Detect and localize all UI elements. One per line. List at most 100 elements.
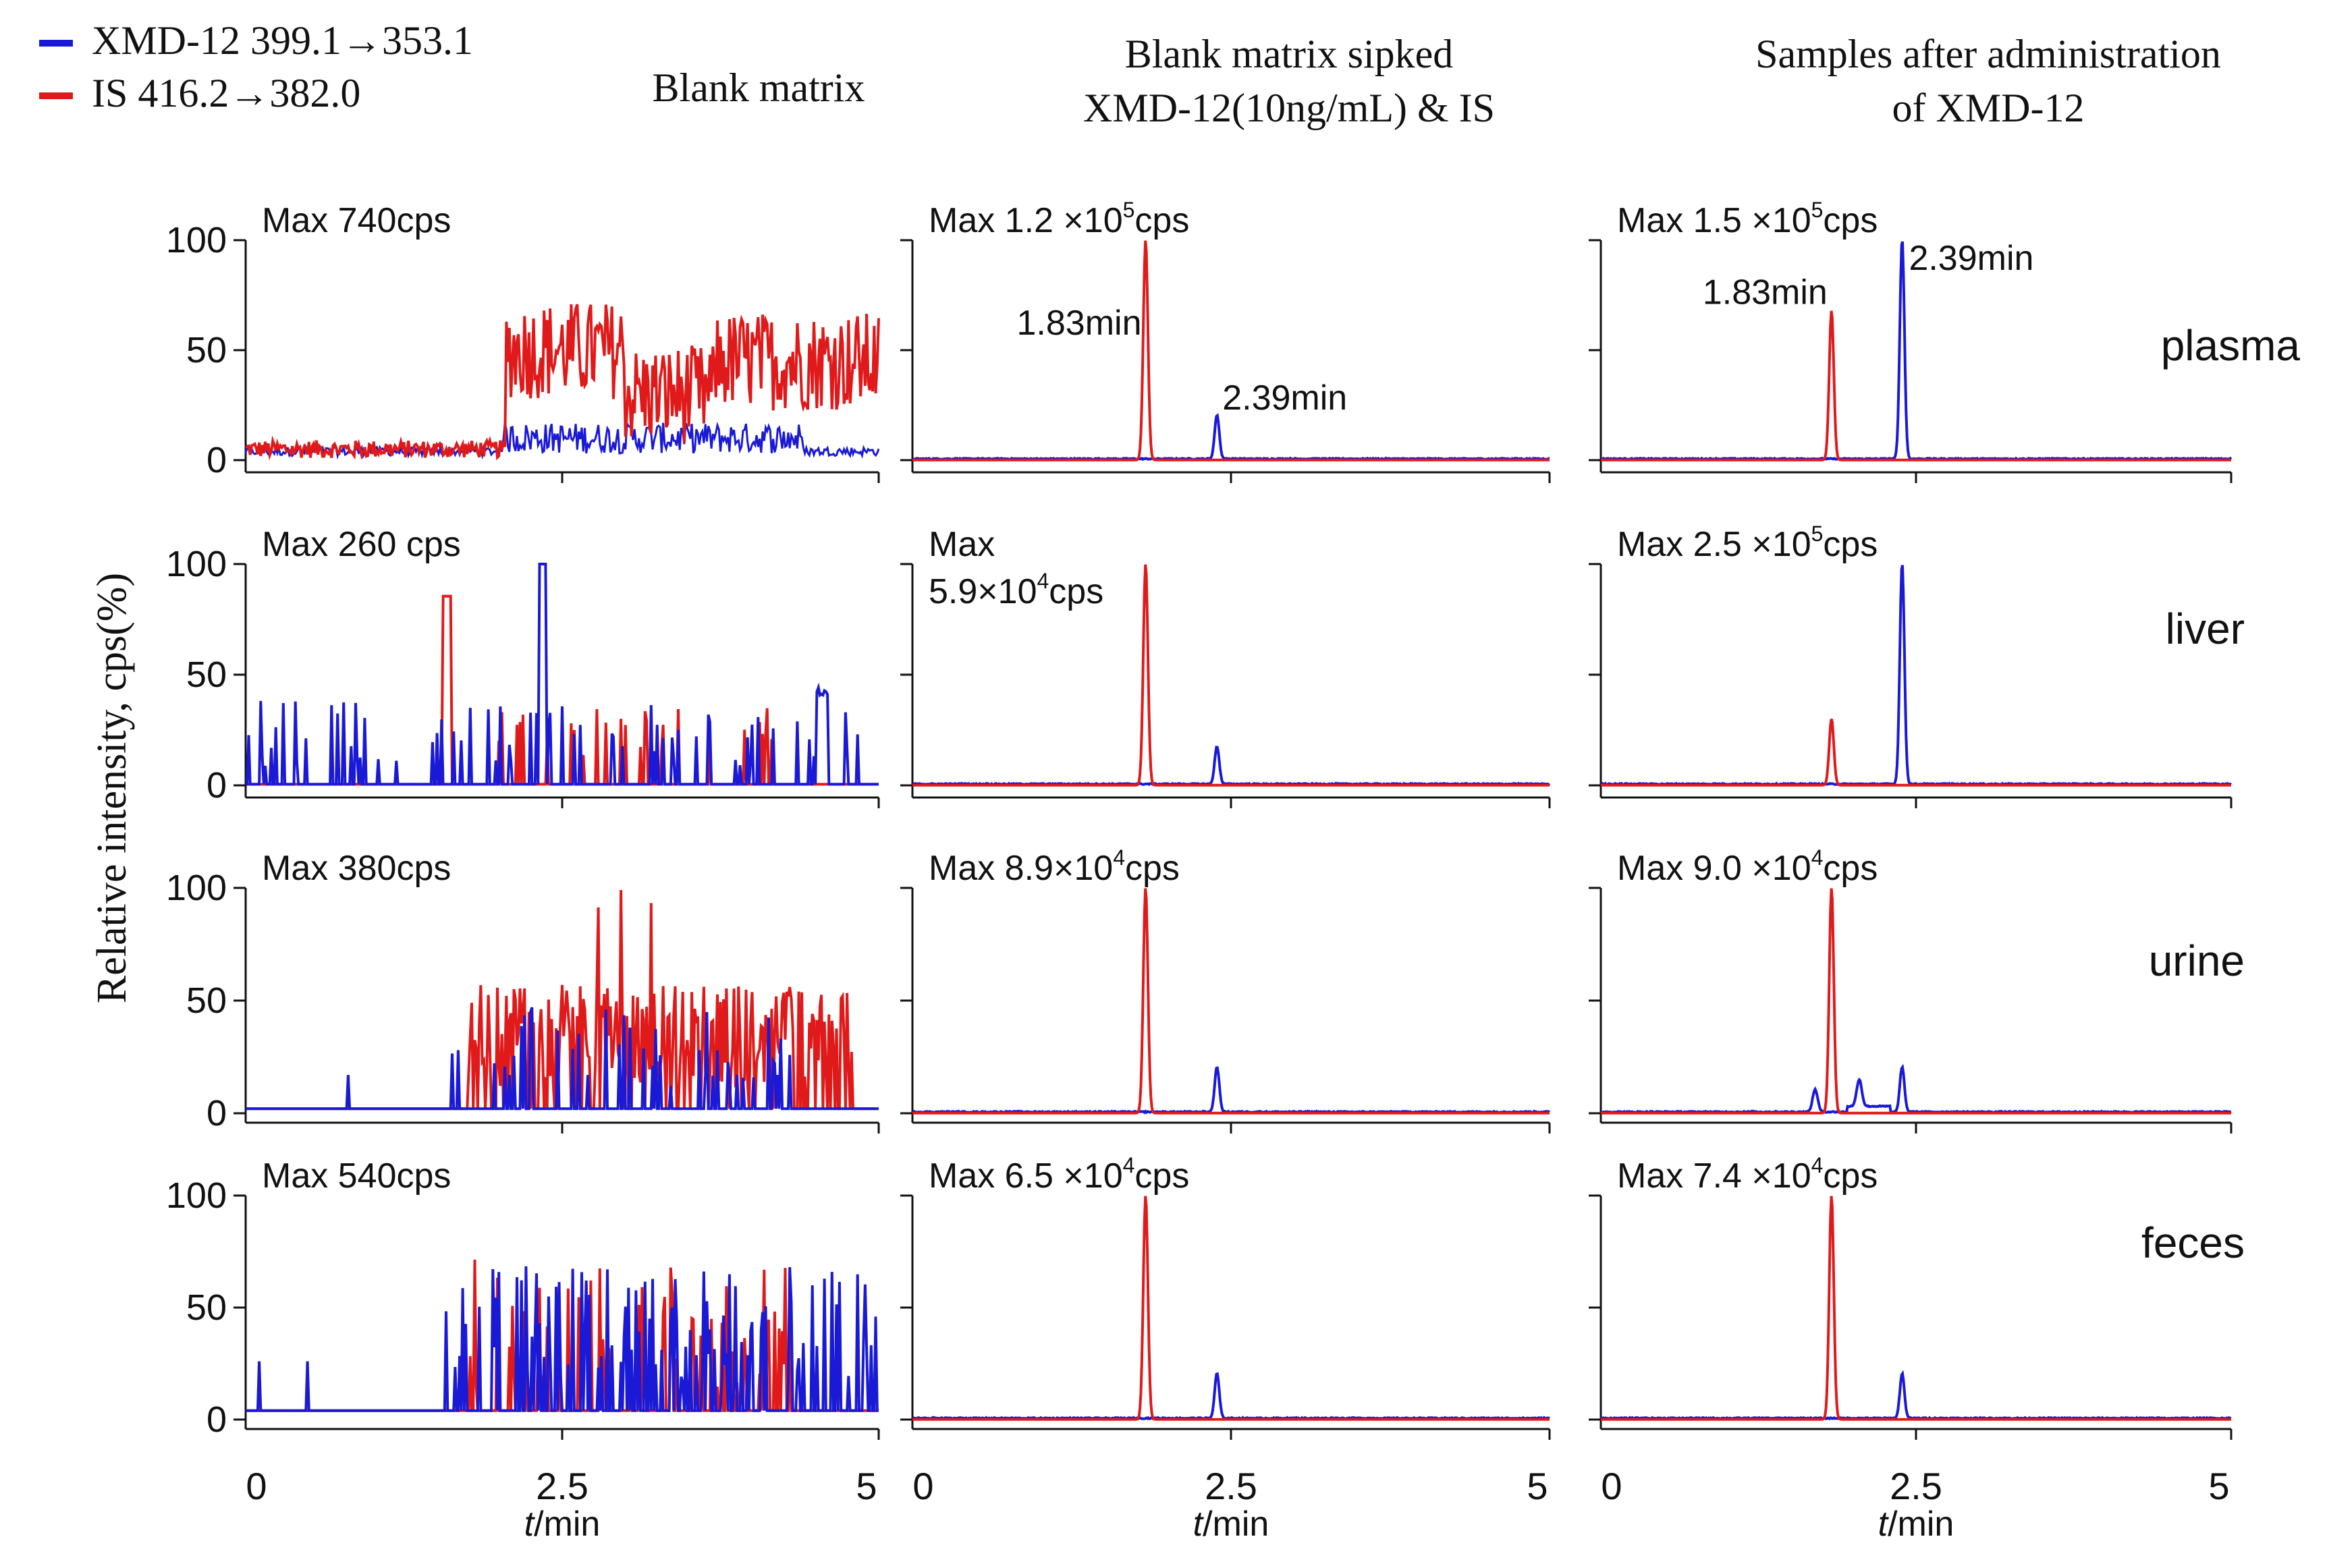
xmd12-trace — [912, 746, 1551, 787]
max-label-superscript: 4 — [1037, 569, 1049, 593]
max-intensity-label: Max 8.9×104cps — [929, 845, 1180, 888]
legend-entry: XMD-12 399.1→353.1 — [39, 18, 473, 63]
max-label-text: Max 9.0 ×10 — [1617, 849, 1811, 888]
y-tick-label: 100 — [166, 220, 227, 260]
max-label-text: Max 380cps — [262, 849, 451, 888]
max-label-superscript: 5 — [1811, 198, 1824, 222]
max-label-superscript: 5 — [1811, 522, 1824, 546]
column-title-line: Samples after administration — [1755, 32, 2221, 76]
max-label-text: Max 2.5 ×10 — [1617, 525, 1811, 564]
xmd12-trace — [912, 1066, 1551, 1115]
x-tick-label: 2.5 — [1890, 1465, 1942, 1507]
max-label-text: Max 1.2 ×10 — [929, 201, 1123, 240]
x-tick-label: 0 — [912, 1465, 933, 1507]
max-intensity-label: Max 740cps — [262, 201, 451, 240]
max-label-text: Max 8.9×10 — [929, 849, 1113, 888]
column-title-line: Blank matrix sipked — [1125, 32, 1454, 76]
x-tick-label: 5 — [1527, 1465, 1548, 1507]
max-intensity-label: Max 7.4 ×104cps — [1617, 1153, 1878, 1196]
chart-panel: Max 5.9×104cps — [900, 525, 1551, 808]
x-axis-title: t/min — [1193, 1505, 1269, 1544]
x-axis-title-rest: /min — [534, 1505, 600, 1544]
y-tick-label: 0 — [207, 1399, 227, 1440]
x-tick-label: 0 — [246, 1465, 267, 1507]
y-tick-label: 50 — [186, 330, 227, 370]
max-intensity-label: Max 380cps — [262, 849, 451, 888]
row-label: liver — [2166, 605, 2245, 653]
is-trace — [912, 888, 1550, 1115]
is-trace — [246, 890, 879, 1111]
x-tick-label: 0 — [1601, 1465, 1622, 1507]
chart-panel: Max 9.0 ×104cps — [1589, 845, 2233, 1133]
max-label-superscript: 4 — [1113, 845, 1125, 870]
x-tick-label: 2.5 — [1205, 1465, 1257, 1507]
x-axis-title-rest: /min — [1888, 1505, 1954, 1544]
y-tick-label: 100 — [166, 544, 227, 584]
is-trace — [1601, 719, 2231, 787]
x-axis-title: t/min — [1878, 1505, 1954, 1544]
xmd12-trace — [1599, 1370, 2232, 1421]
is-trace — [912, 564, 1550, 787]
is-trace — [1601, 888, 2231, 1115]
y-tick-label: 0 — [207, 1093, 227, 1133]
max-label-superscript: 4 — [1811, 845, 1824, 870]
max-label-text: Max 7.4 ×10 — [1617, 1156, 1811, 1196]
max-label-text: Max — [929, 525, 995, 564]
xmd12-trace — [246, 563, 879, 786]
peak-annotation: 1.83min — [1017, 304, 1142, 343]
legend-label: IS 416.2→382.0 — [92, 71, 360, 115]
x-tick-label: 2.5 — [536, 1465, 588, 1507]
max-label-superscript: 5 — [1123, 198, 1135, 222]
max-label-text: Max 740cps — [262, 201, 451, 240]
xmd12-trace — [1599, 565, 2232, 787]
chart-panel: 0 50 100 Max 380cps — [166, 849, 880, 1133]
max-label-text: Max 260 cps — [262, 525, 461, 564]
xmd12-trace — [246, 1007, 879, 1111]
y-tick-label: 50 — [186, 654, 227, 695]
xmd12-trace — [246, 1266, 879, 1412]
y-tick-label: 100 — [166, 1175, 227, 1216]
chart-panel: Max 7.4 ×104cps — [1589, 1153, 2233, 1440]
max-label-text: cps — [1049, 572, 1103, 611]
y-tick-label: 0 — [207, 440, 227, 480]
chart-panel: 0 50 100 Max 260 cps — [166, 525, 880, 808]
row-label: feces — [2141, 1219, 2245, 1267]
max-intensity-label: Max 260 cps — [262, 525, 461, 564]
max-label-text: cps — [1823, 201, 1878, 240]
max-label-superscript: 4 — [1811, 1153, 1824, 1177]
max-label-text: Max 1.5 ×10 — [1617, 201, 1811, 240]
y-tick-label: 50 — [186, 980, 227, 1021]
x-axis-title-rest: /min — [1203, 1505, 1269, 1544]
max-intensity-label: Max 5.9×104cps — [929, 525, 1103, 611]
is-trace — [912, 240, 1550, 461]
max-intensity-label: Max 1.5 ×105cps — [1617, 198, 1878, 240]
max-label-text: cps — [1134, 1156, 1189, 1196]
row-label: plasma — [2161, 321, 2301, 370]
peak-annotation: 2.39min — [1909, 239, 2033, 278]
peak-annotation: 2.39min — [1222, 379, 1347, 418]
max-label-text: cps — [1823, 849, 1878, 888]
chart-panel: Max 6.5 ×104cps — [900, 1153, 1551, 1440]
y-tick-label: 50 — [186, 1287, 227, 1328]
column-title-line: of XMD-12 — [1892, 86, 2085, 130]
max-label-text: Max 540cps — [262, 1156, 451, 1196]
is-trace — [246, 594, 879, 786]
x-axis-title-italic: t — [1878, 1505, 1890, 1544]
max-label-superscript: 4 — [1123, 1153, 1135, 1177]
chart-panel: Max 8.9×104cps — [900, 845, 1551, 1133]
is-trace — [245, 304, 880, 461]
column-title: Blank matrix sipked XMD-12(10ng/mL) & IS — [1083, 32, 1495, 130]
max-label-text: cps — [1823, 1156, 1878, 1196]
is-trace — [1601, 310, 2231, 461]
peak-annotation: 1.83min — [1703, 273, 1828, 312]
xmd12-trace — [1600, 1063, 2232, 1115]
column-title: Blank matrix — [653, 65, 865, 110]
row-label: urine — [2149, 936, 2245, 985]
max-intensity-label: Max 6.5 ×104cps — [929, 1153, 1189, 1196]
y-axis-label: Relative intensity, cps(%) — [89, 573, 135, 1003]
chart-panel: Max 2.5 ×105cps — [1589, 522, 2233, 808]
max-label-text: cps — [1125, 849, 1180, 888]
legend-label: XMD-12 399.1→353.1 — [92, 18, 473, 63]
y-tick-label: 100 — [166, 868, 227, 908]
